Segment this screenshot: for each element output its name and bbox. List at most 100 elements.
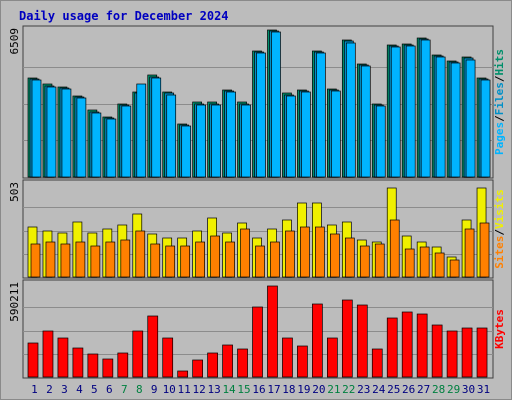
x-tick-label-15: 15 [237, 383, 250, 396]
bar-pages-day-30 [465, 59, 476, 178]
x-tick-label-23: 23 [357, 383, 370, 396]
bar-pages-day-13 [211, 104, 221, 178]
bar-sites-day-19 [300, 226, 310, 278]
bar-pages-day-29 [450, 62, 461, 178]
bar-sites-day-4 [75, 241, 86, 278]
bar-sites-day-29 [449, 259, 460, 278]
bar-pages-day-25 [390, 46, 401, 178]
bar-kbytes-day-25 [386, 317, 398, 378]
side-legend: Pages/Files/Hits [493, 49, 506, 155]
side-legend-kbytes: KBytes [493, 309, 506, 349]
bar-pages-day-9 [151, 77, 162, 178]
bar-sites-day-23 [359, 245, 370, 278]
bar-sites-day-13 [210, 235, 220, 278]
bar-sites-day-16 [255, 245, 265, 278]
bar-kbytes-day-17 [267, 285, 278, 378]
bar-pages-day-14 [226, 91, 236, 178]
x-tick-label-27: 27 [417, 383, 430, 396]
x-tick-label-13: 13 [207, 383, 220, 396]
panel-hits-files-pages: 6509 Pages/Files/Hits [8, 25, 506, 179]
bar-sites-day-28 [434, 252, 445, 278]
x-tick-label-8: 8 [136, 383, 143, 396]
x-tick-label-24: 24 [372, 383, 386, 396]
bar-kbytes-day-28 [431, 324, 443, 378]
side-legend-separator: / [493, 75, 506, 82]
bar-kbytes-day-6 [102, 358, 114, 378]
bar-pages-day-11 [181, 125, 192, 178]
bar-sites-day-17 [270, 241, 280, 278]
bar-kbytes-day-7 [117, 352, 129, 378]
bar-sites-day-9 [150, 243, 161, 278]
x-tick-label-22: 22 [342, 383, 355, 396]
bar-pages-day-7 [121, 105, 132, 178]
bar-pages-day-28 [435, 56, 446, 178]
y-max-label: 6509 [8, 28, 21, 55]
bar-kbytes-day-9 [147, 315, 159, 378]
x-tick-label-18: 18 [282, 383, 295, 396]
bar-pages-day-18 [286, 95, 296, 178]
panel-kbytes: 590211 KBytes [8, 279, 506, 379]
bar-pages-day-17 [271, 31, 281, 178]
x-tick-label-29: 29 [447, 383, 460, 396]
bar-kbytes-day-10 [162, 337, 174, 378]
bar-kbytes-day-24 [371, 348, 383, 378]
bar-kbytes-day-23 [356, 304, 368, 378]
x-tick-label-7: 7 [121, 383, 128, 396]
side-legend-sites: Sites [493, 236, 506, 269]
bar-pages-day-2 [46, 86, 57, 178]
bar-sites-day-26 [404, 248, 415, 278]
bar-sites-day-21 [330, 233, 340, 278]
bar-pages-day-16 [256, 52, 266, 178]
bar-pages-day-10 [166, 94, 177, 178]
bar-kbytes-day-5 [87, 353, 99, 378]
bar-kbytes-day-20 [312, 303, 323, 378]
bar-pages-day-4 [76, 97, 87, 178]
bar-pages-day-23 [360, 65, 371, 178]
bar-kbytes-day-12 [192, 359, 203, 378]
side-legend-separator: / [493, 115, 506, 122]
x-tick-label-21: 21 [327, 383, 340, 396]
bar-kbytes-day-14 [222, 344, 233, 378]
bar-sites-day-30 [464, 228, 475, 278]
side-legend-separator: / [493, 229, 506, 236]
bar-sites-day-22 [344, 237, 355, 278]
x-tick-label-14: 14 [222, 383, 236, 396]
bar-sites-day-25 [389, 219, 400, 278]
x-tick-label-25: 25 [387, 383, 400, 396]
x-tick-label-28: 28 [432, 383, 445, 396]
bar-sites-day-2 [45, 241, 56, 278]
bar-sites-day-18 [285, 230, 295, 278]
bar-kbytes-day-16 [252, 306, 263, 378]
bar-sites-day-10 [165, 245, 176, 278]
bar-sites-day-20 [315, 226, 325, 278]
bar-pages-day-1 [31, 79, 42, 178]
x-tick-label-31: 31 [477, 383, 490, 396]
bar-kbytes-day-21 [327, 337, 338, 378]
panel-visits-sites: 503 Sites/Visits [8, 179, 506, 279]
bar-pages-day-15 [241, 104, 251, 178]
x-tick-label-16: 16 [252, 383, 265, 396]
bar-sites-day-6 [105, 241, 116, 278]
bar-pages-day-26 [405, 45, 416, 178]
bar-kbytes-day-31 [476, 327, 488, 378]
bar-pages-day-3 [61, 88, 72, 178]
bar-kbytes-day-22 [341, 299, 353, 378]
bar-pages-day-12 [196, 104, 206, 178]
bar-kbytes-day-29 [446, 330, 458, 378]
bar-pages-day-21 [331, 90, 341, 178]
bar-pages-day-8 [136, 83, 147, 178]
bar-sites-day-5 [90, 245, 101, 278]
bar-kbytes-day-1 [27, 342, 39, 378]
x-tick-label-17: 17 [267, 383, 280, 396]
x-tick-label-20: 20 [312, 383, 325, 396]
bar-kbytes-day-27 [416, 313, 428, 378]
bar-kbytes-day-19 [297, 345, 308, 378]
x-tick-label-4: 4 [76, 383, 83, 396]
x-tick-label-2: 2 [46, 383, 53, 396]
side-legend-pages: Pages [493, 122, 506, 155]
side-legend: Sites/Visits [493, 189, 506, 269]
y-max-label: 590211 [8, 282, 21, 322]
x-tick-label-26: 26 [402, 383, 415, 396]
side-legend-files: Files [493, 82, 506, 115]
bar-kbytes-day-15 [237, 348, 248, 378]
